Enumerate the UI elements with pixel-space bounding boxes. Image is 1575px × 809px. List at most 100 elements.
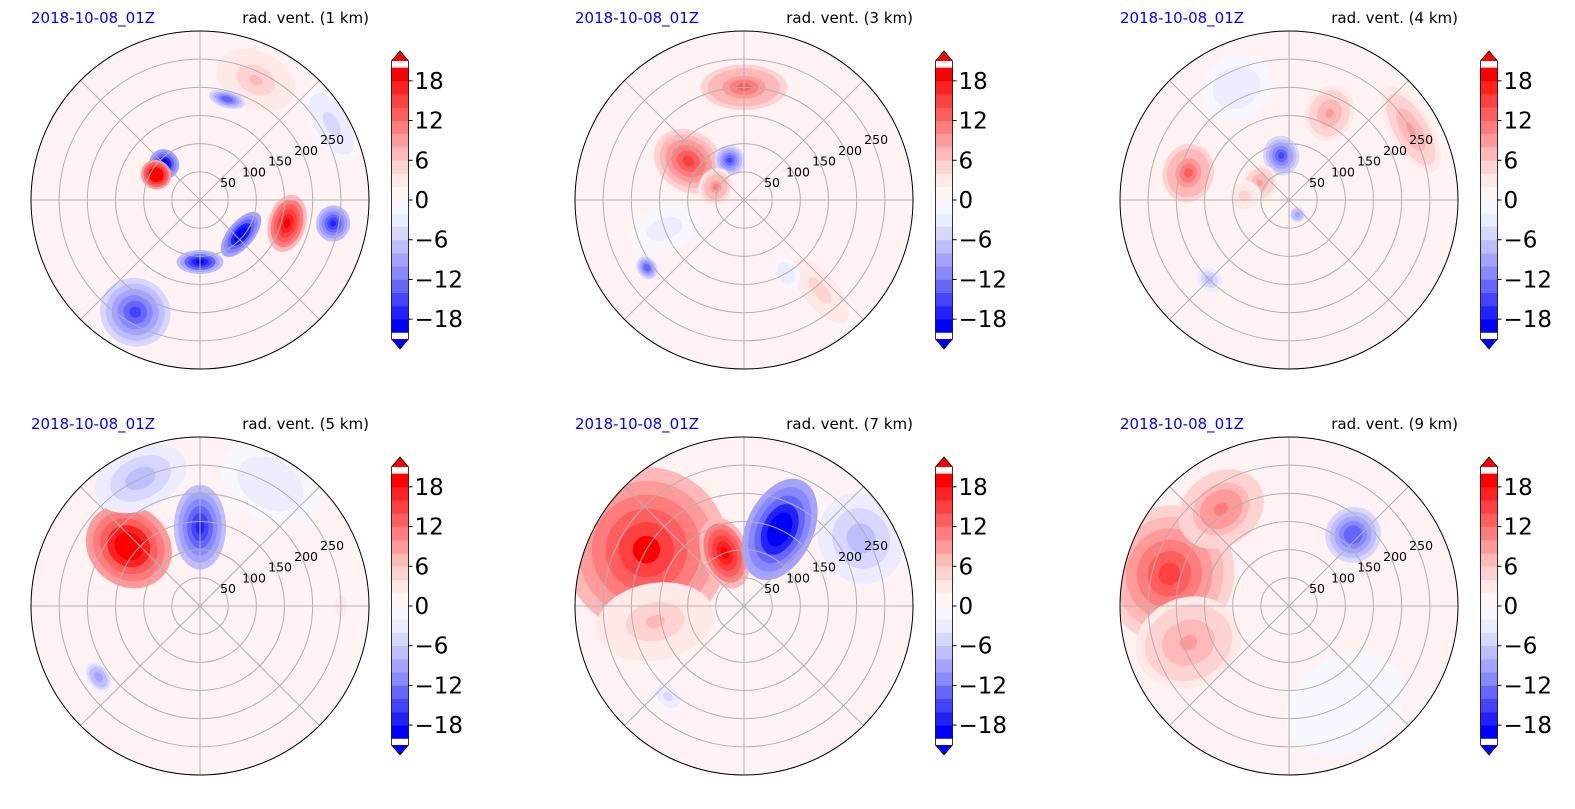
colorbar-segment (935, 226, 953, 241)
grid-spoke (743, 605, 864, 726)
grid-spoke (199, 80, 320, 201)
contour-level (327, 117, 337, 131)
colorbar-segment (391, 725, 409, 739)
colorbar-segment (391, 553, 409, 567)
colorbar-tick-label: −6 (959, 228, 993, 254)
colorbar-segment (935, 500, 953, 514)
colorbar-tick-label: 6 (415, 554, 430, 580)
colorbar-segment (935, 186, 953, 201)
colorbar-segment (391, 619, 409, 633)
colorbar-segment (935, 319, 953, 333)
colorbar-segment (391, 266, 409, 280)
colorbar-segment (1480, 619, 1498, 633)
panel-title: rad. vent. (9 km) (1331, 415, 1458, 433)
colorbar-segment (391, 539, 409, 554)
grid-spoke (80, 199, 201, 320)
r-tick-label: 150 (268, 560, 292, 575)
colorbar-segment (1480, 632, 1498, 647)
colorbar-tick-label: 0 (415, 594, 430, 620)
colorbar-segment (1480, 147, 1498, 161)
colorbar-segment (1480, 67, 1498, 82)
colorbar-segment (391, 658, 409, 673)
colorbar-segment (935, 279, 953, 294)
colorbar-segment (391, 160, 409, 174)
colorbar-tick-label: 18 (959, 69, 988, 95)
colorbar-segment (391, 200, 409, 214)
colorbar-segment (391, 147, 409, 161)
contour-level (1214, 502, 1229, 516)
colorbar-segment (935, 711, 953, 726)
contour-level (665, 694, 671, 699)
colorbar-segment (391, 292, 409, 307)
colorbar-tick-label: −12 (415, 673, 464, 699)
colorbar-segment (391, 279, 409, 294)
colorbar-extend-max (391, 457, 409, 467)
colorbar-segment (391, 579, 409, 594)
contour-level (237, 230, 245, 239)
contour-level (153, 172, 159, 178)
r-tick-label: 200 (838, 143, 862, 158)
colorbar-segment (935, 592, 953, 607)
colorbar-segment (935, 685, 953, 700)
grid-spoke (1288, 605, 1409, 726)
colorbar-segment (391, 592, 409, 607)
r-tick-label: 150 (1357, 560, 1381, 575)
colorbar-tick-label: 12 (1504, 515, 1533, 541)
colorbar-tick-label: 18 (959, 475, 988, 501)
colorbar-segment (1480, 266, 1498, 280)
grid-spoke (624, 486, 745, 607)
grid-spoke (624, 80, 745, 201)
colorbar-segment (935, 67, 953, 82)
colorbar-segment (1480, 279, 1498, 294)
colorbar-segment (1480, 252, 1498, 267)
colorbar-segment (935, 606, 953, 620)
colorbar-tick-label: −6 (415, 634, 449, 660)
panel-title: rad. vent. (3 km) (786, 9, 913, 27)
r-tick-label: 150 (812, 154, 836, 169)
r-tick-label: 100 (242, 164, 266, 179)
colorbar-segment (391, 120, 409, 135)
colorbar-segment (391, 80, 409, 95)
colorbar-segment (935, 200, 953, 214)
r-tick-label: 50 (1309, 581, 1325, 596)
colorbar-segment (935, 725, 953, 739)
r-tick-label: 50 (764, 581, 780, 596)
colorbar-segment (1480, 526, 1498, 541)
date-label: 2018-10-08_01Z (575, 415, 699, 434)
colorbar-segment (935, 526, 953, 541)
colorbar-tick-label: 6 (415, 148, 430, 174)
r-tick-label: 250 (1409, 132, 1433, 147)
colorbar-tick-label: 12 (1504, 109, 1533, 135)
colorbar-segment (935, 305, 953, 320)
colorbar-extend-min (1480, 745, 1498, 755)
colorbar-tick-label: 0 (959, 594, 974, 620)
panel-title: rad. vent. (7 km) (786, 415, 913, 433)
colorbar-segment (935, 213, 953, 227)
colorbar-segment (391, 473, 409, 488)
colorbar-extend-min (391, 339, 409, 349)
colorbar-tick-label: 6 (1504, 148, 1519, 174)
colorbar-segment (935, 698, 953, 713)
colorbar-tick-label: −6 (415, 228, 449, 254)
colorbar-segment (935, 239, 953, 254)
contour-level (1184, 168, 1193, 178)
contour-level (853, 530, 869, 546)
colorbar-segment (1480, 292, 1498, 307)
colorbar-segment (391, 107, 409, 121)
colorbar-segment (1480, 698, 1498, 713)
colorbar-segment (1480, 579, 1498, 594)
polar-boundary (1119, 436, 1459, 776)
contour-level (330, 220, 336, 227)
colorbar-segment (1480, 94, 1498, 108)
colorbar-segment (935, 173, 953, 188)
colorbar-tick-label: −6 (1504, 228, 1538, 254)
colorbar-tick-label: −12 (415, 267, 464, 293)
grid-spoke (743, 80, 864, 201)
colorbar: −18 −12 −6 0 6 12 18 (1480, 456, 1552, 756)
contour-level (129, 306, 142, 318)
colorbar-segment (391, 672, 409, 686)
polar-boundary (574, 436, 914, 776)
